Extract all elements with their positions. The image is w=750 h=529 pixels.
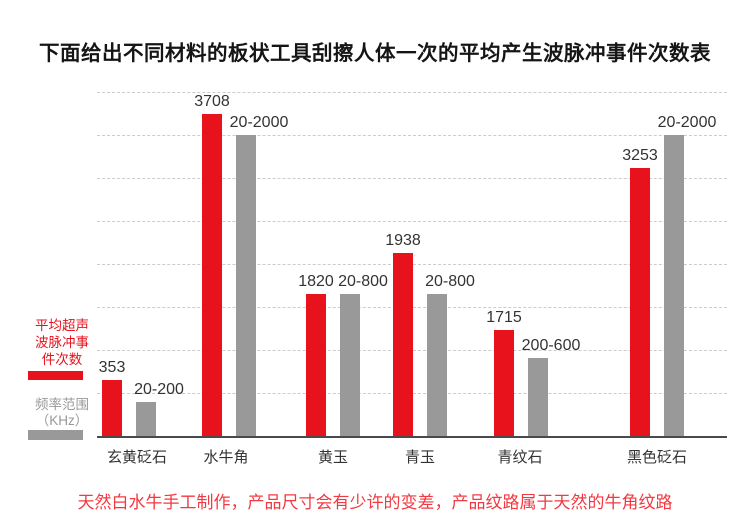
legend-series1-line: 波脉冲事 bbox=[35, 335, 89, 350]
category-label-1: 玄黄砭石 bbox=[106, 449, 168, 466]
category-label-6: 黑色砭石 bbox=[626, 449, 688, 466]
legend-series1-label: 平均超声波脉冲事件次数 bbox=[14, 317, 110, 368]
x-axis-line bbox=[97, 436, 727, 438]
frequency-range-value-5: 200-600 bbox=[521, 337, 581, 354]
category-label-3: 黄玉 bbox=[317, 449, 349, 466]
category-label-5: 青纹石 bbox=[497, 449, 543, 466]
pulse-count-value-2: 3708 bbox=[194, 93, 230, 110]
pulse-count-value-6: 3253 bbox=[622, 147, 658, 164]
pulse-count-value-4: 1938 bbox=[385, 232, 421, 249]
frequency-range-bar-5: 200-600 bbox=[522, 338, 580, 436]
pulse-count-bar-3: 1820 bbox=[298, 274, 334, 436]
frequency-range-bar-4: 20-800 bbox=[425, 274, 475, 436]
frequency-range-value-2: 20-2000 bbox=[229, 114, 289, 131]
category-label-4: 青玉 bbox=[404, 449, 436, 466]
legend-series2-label: 频率范围 （KHz） bbox=[14, 397, 110, 429]
pulse-count-value-3: 1820 bbox=[298, 273, 334, 290]
pulse-count-bar-1: 353 bbox=[99, 360, 125, 436]
frequency-range-bar-6: 20-2000 bbox=[658, 115, 716, 436]
pulse-count-bar-6: 3253 bbox=[622, 148, 658, 436]
category-label-2: 水牛角 bbox=[203, 449, 249, 466]
frequency-range-value-3: 20-800 bbox=[338, 273, 388, 290]
frequency-range-bar-2: 20-2000 bbox=[230, 115, 288, 436]
chart-title: 下面给出不同材料的板状工具刮擦人体一次的平均产生波脉冲事件次数表 bbox=[39, 42, 711, 65]
footer-note: 天然白水牛手工制作，产品尺寸会有少许的变差，产品纹路属于天然的牛角纹路 bbox=[77, 493, 673, 512]
legend-series1-swatch bbox=[28, 371, 83, 380]
pulse-count-bar-4: 1938 bbox=[385, 233, 421, 436]
pulse-count-value-5: 1715 bbox=[486, 309, 522, 326]
legend-series2-swatch bbox=[28, 430, 83, 440]
legend-series1-line: 件次数 bbox=[41, 352, 83, 367]
pulse-count-bar-5: 1715 bbox=[486, 310, 522, 436]
frequency-range-bar-1: 20-200 bbox=[134, 382, 184, 436]
gridline bbox=[97, 135, 727, 136]
gridline bbox=[97, 92, 727, 93]
legend-series2-line: 频率范围 bbox=[35, 397, 89, 412]
legend-series2-line: （KHz） bbox=[35, 413, 89, 428]
legend-series1-line: 平均超声 bbox=[35, 318, 89, 333]
frequency-range-bar-3: 20-800 bbox=[338, 274, 388, 436]
pulse-count-value-1: 353 bbox=[98, 359, 126, 376]
gridline bbox=[97, 221, 727, 222]
frequency-range-value-4: 20-800 bbox=[425, 273, 475, 290]
gridline bbox=[97, 178, 727, 179]
frequency-range-value-1: 20-200 bbox=[134, 381, 184, 398]
frequency-range-value-6: 20-2000 bbox=[657, 114, 717, 131]
pulse-count-bar-2: 3708 bbox=[194, 94, 230, 436]
